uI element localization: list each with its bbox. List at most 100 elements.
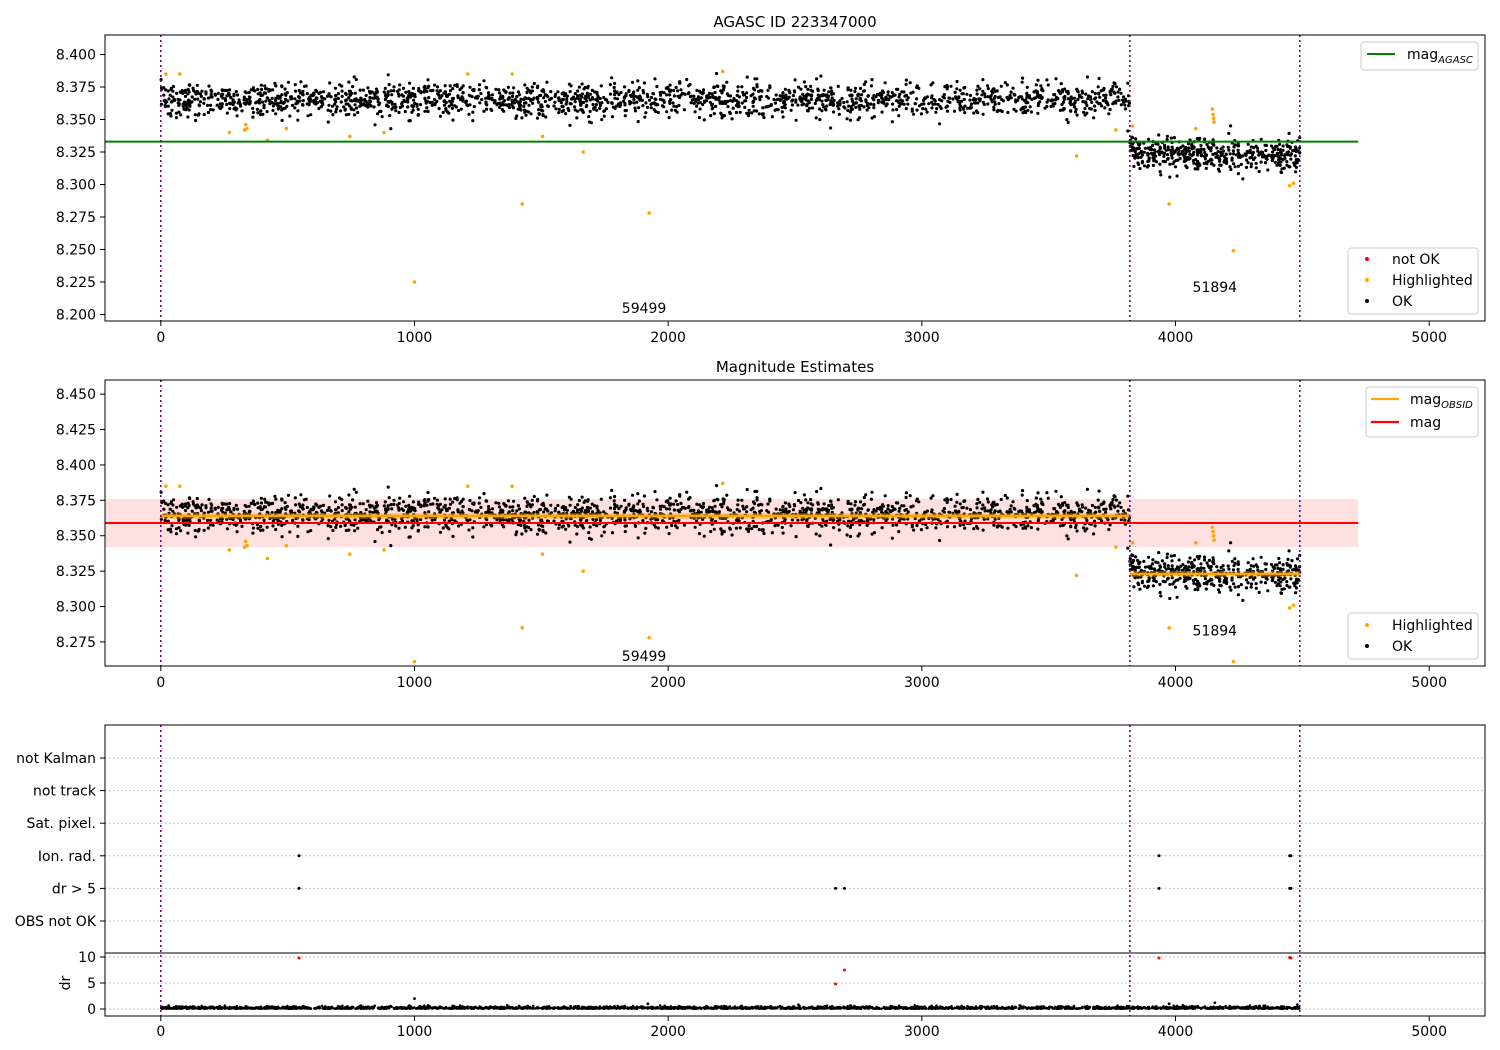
ok-point [1096, 498, 1100, 502]
ok-point [329, 509, 333, 513]
ok-point [1232, 582, 1236, 586]
ok-point [544, 115, 548, 119]
ok-point [945, 85, 950, 89]
ok-point [627, 99, 632, 104]
ok-point [262, 91, 267, 95]
ok-point [1085, 75, 1089, 79]
ok-point [732, 98, 736, 102]
ok-point [656, 526, 660, 530]
ok-point [568, 123, 572, 127]
ok-point [711, 106, 715, 110]
ok-point [498, 101, 502, 105]
ok-point [575, 96, 579, 100]
ok-point [865, 101, 870, 105]
ok-point [186, 115, 190, 119]
ok-point [1207, 146, 1211, 151]
ok-point [456, 524, 461, 528]
ok-point [172, 97, 177, 102]
ok-point [837, 528, 841, 532]
ok-point [869, 84, 874, 88]
ok-point [163, 519, 167, 523]
ok-point [608, 92, 613, 96]
ok-point [897, 530, 901, 534]
ok-point [467, 112, 471, 116]
ok-point [1285, 151, 1289, 155]
ok-point [1287, 144, 1291, 149]
ok-point [549, 96, 554, 100]
ok-point [624, 92, 628, 96]
ok-point [1163, 146, 1167, 150]
ok-point [1277, 556, 1281, 561]
ok-point [986, 509, 990, 513]
ok-point [498, 105, 502, 109]
legend-label-text: mag [1410, 415, 1441, 431]
ok-point [809, 97, 814, 101]
ok-point [360, 103, 364, 107]
ok-point [860, 507, 864, 511]
ok-point [264, 99, 268, 103]
ok-point [687, 497, 691, 501]
ok-point [1146, 152, 1150, 156]
ok-point [708, 510, 712, 514]
ok-point [1202, 581, 1206, 586]
ok-point [1009, 96, 1013, 100]
ok-point [896, 99, 900, 103]
ok-point [306, 114, 310, 118]
ok-point [890, 102, 895, 106]
ok-point [1136, 565, 1140, 570]
ok-point [822, 88, 826, 92]
ok-point [1278, 561, 1282, 565]
ok-point [216, 91, 220, 95]
ok-point [1192, 150, 1196, 154]
ok-point [1140, 159, 1145, 163]
ok-point [284, 93, 288, 97]
ok-point [343, 108, 347, 112]
ok-point [1038, 100, 1042, 104]
ok-point [820, 524, 824, 528]
ok-point [836, 104, 840, 108]
ok-point [986, 95, 990, 99]
ok-point [745, 510, 749, 514]
ok-point [407, 503, 411, 507]
ok-point [1086, 97, 1090, 101]
ok-point [209, 103, 213, 107]
ok-point [861, 503, 866, 507]
ok-point [225, 502, 229, 506]
ok-point [829, 99, 833, 103]
ok-point [1168, 162, 1172, 166]
ok-point [667, 532, 671, 536]
ok-point [205, 518, 210, 523]
flag-row-label: not track [33, 784, 97, 800]
ok-point [930, 508, 934, 512]
ok-point [929, 496, 933, 500]
ok-point [511, 499, 516, 503]
ok-point [1074, 107, 1078, 111]
ok-point [613, 96, 617, 100]
ok-point [1152, 151, 1156, 155]
ok-point [783, 87, 788, 91]
ok-point [627, 503, 631, 507]
ok-point [190, 509, 194, 513]
ok-point [872, 115, 877, 119]
ok-point [171, 84, 176, 89]
ok-point [231, 103, 235, 107]
ok-point [854, 105, 858, 109]
ok-point [1196, 149, 1201, 153]
highlighted-point [1167, 625, 1171, 630]
ok-point [641, 502, 645, 506]
ok-point [838, 99, 842, 103]
ok-point [1152, 567, 1157, 571]
ok-point [510, 102, 514, 107]
ok-point [1130, 135, 1134, 139]
ok-point [265, 500, 269, 504]
ok-point [330, 104, 335, 108]
ok-point [1169, 136, 1173, 140]
ok-point [858, 511, 863, 515]
ok-point [902, 517, 906, 521]
ok-point [1132, 565, 1136, 569]
ok-point [644, 101, 648, 105]
ok-point [1211, 556, 1215, 560]
ok-point [720, 100, 724, 104]
ok-point [210, 503, 214, 507]
ok-point [723, 99, 727, 103]
